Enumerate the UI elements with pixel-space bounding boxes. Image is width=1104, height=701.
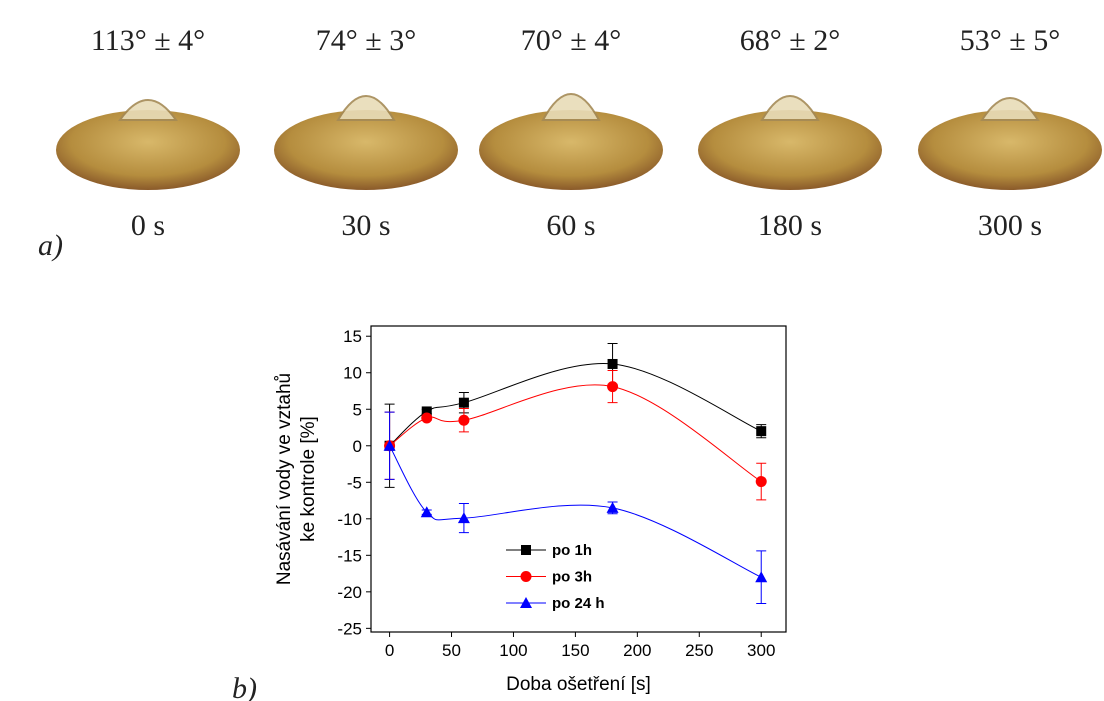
x-tick-label: 250 [685, 641, 713, 660]
panel-label: b) [232, 672, 257, 701]
marker [383, 439, 396, 451]
contact-angle: 70° ± 4° [521, 24, 621, 57]
time-label: 300 s [978, 209, 1042, 242]
legend-label: po 24 h [552, 595, 605, 612]
marker [458, 397, 469, 408]
x-tick-label: 200 [623, 641, 651, 660]
x-tick-label: 300 [747, 641, 775, 660]
contact-angle: 53° ± 5° [960, 24, 1060, 57]
marker [755, 476, 767, 488]
legend-marker [520, 571, 532, 582]
seed [479, 110, 663, 190]
droplet [541, 93, 601, 121]
series-line [389, 363, 762, 447]
seed [56, 110, 240, 190]
legend-marker [520, 597, 532, 608]
legend-label: po 3h [552, 569, 592, 586]
legend: po 1h po 3h po 24 h [506, 542, 605, 612]
legend-marker [521, 545, 531, 555]
seed [698, 110, 882, 190]
seed [918, 110, 1102, 190]
x-tick-label: 100 [499, 641, 527, 660]
time-label: 60 s [546, 209, 595, 242]
marker [421, 412, 433, 424]
seed [274, 110, 458, 190]
plot-frame [370, 325, 787, 633]
x-tick-label: 150 [561, 641, 589, 660]
y-axis-label: Nasávání vody ve vztahů [274, 373, 295, 585]
y-tick-label: 5 [353, 400, 362, 419]
contact-angle: 74° ± 3° [316, 24, 416, 57]
x-axis-label: Doba ošetření [s] [506, 674, 651, 695]
contact-angle: 113° ± 4° [91, 24, 205, 57]
droplet [336, 95, 396, 121]
marker [457, 512, 470, 524]
droplet [980, 97, 1040, 121]
time-label: 180 s [758, 209, 822, 242]
y-tick-label: 10 [343, 364, 362, 383]
y-tick-label: -5 [347, 473, 362, 492]
marker [607, 381, 619, 393]
time-label: 30 s [341, 209, 390, 242]
y-tick-label: 0 [353, 437, 362, 456]
marker [458, 414, 470, 426]
y-tick-label: -10 [337, 510, 362, 529]
marker [606, 501, 619, 513]
photo-row: 113° ± 4° 0 s 74° ± 3° 30 s 70° ± 4° 60 s 68° … [56, 24, 1102, 242]
marker [420, 506, 433, 518]
series-line [389, 445, 762, 578]
marker [607, 358, 618, 369]
series-line [389, 384, 762, 482]
marker [756, 426, 767, 437]
droplet [760, 95, 820, 121]
marker [755, 571, 768, 583]
y-tick-label: -15 [337, 546, 362, 565]
legend-label: po 1h [552, 542, 592, 559]
time-label: 0 s [131, 209, 165, 242]
droplet [118, 99, 178, 121]
x-tick-label: 50 [442, 641, 461, 660]
x-tick-label: 0 [385, 641, 394, 660]
y-tick-label: 15 [343, 327, 362, 346]
panel-label: a) [38, 229, 63, 262]
marker [421, 406, 432, 417]
y-tick-label: -25 [337, 619, 362, 638]
contact-angle: 68° ± 2° [740, 24, 840, 57]
y-tick-label: -20 [337, 583, 362, 602]
y-axis-label: ke kontrole [%] [298, 416, 319, 542]
